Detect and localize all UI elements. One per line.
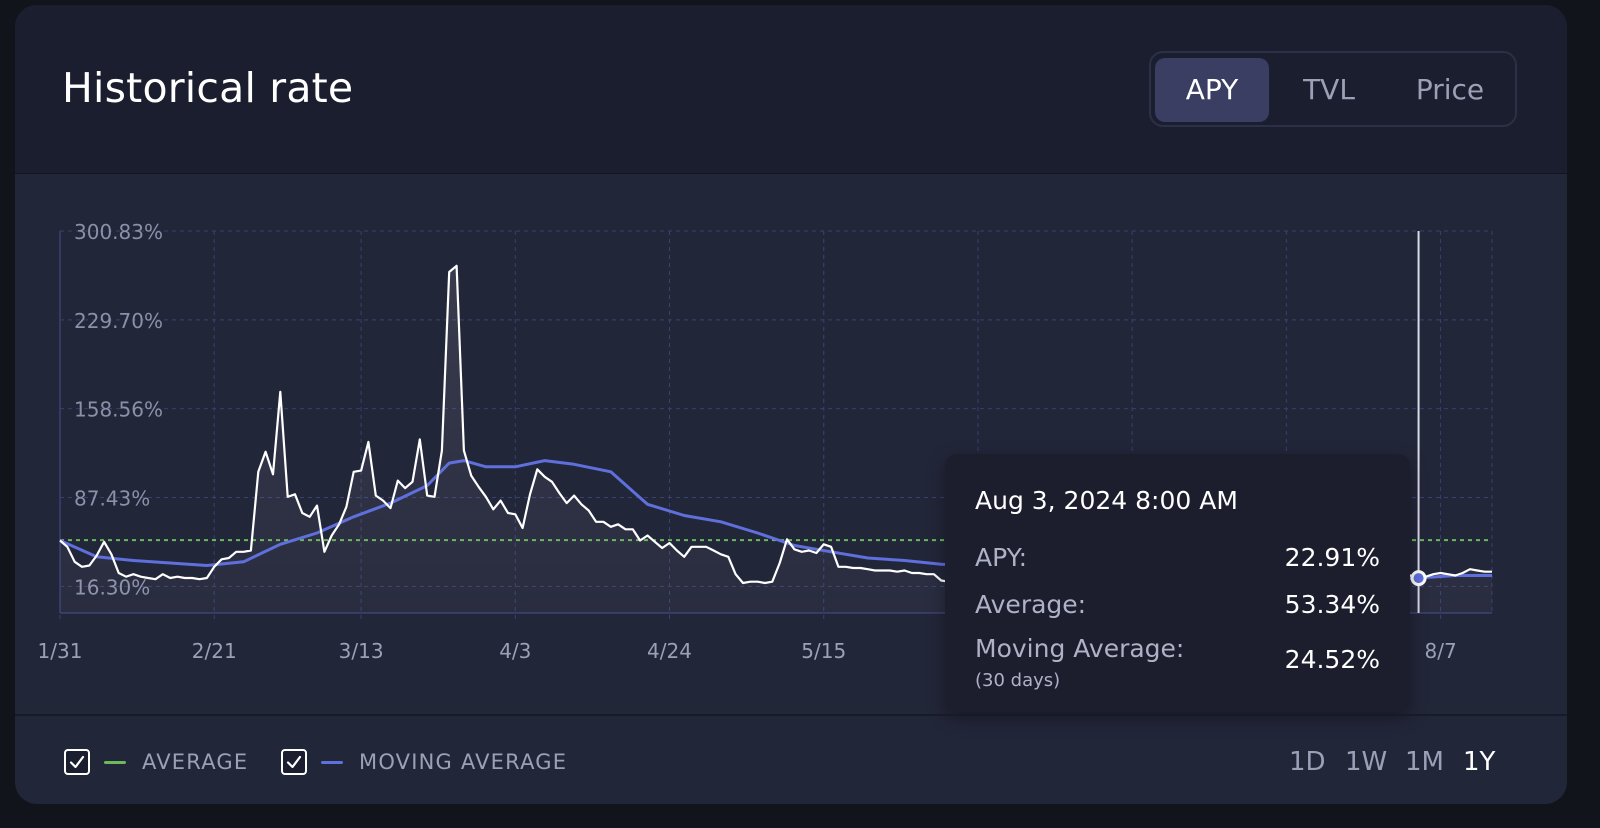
tab-apy[interactable]: APY: [1155, 58, 1269, 122]
footer-divider: [15, 714, 1567, 716]
chart-tooltip: Aug 3, 2024 8:00 AM APY: 22.91% Average:…: [945, 454, 1410, 712]
x-tick-label: 1/31: [38, 639, 83, 663]
average-legend-swatch: [104, 761, 126, 764]
tooltip-apy-value: 22.91%: [1284, 543, 1380, 572]
tooltip-average-value: 53.34%: [1284, 590, 1380, 619]
tooltip-apy-label: APY:: [975, 543, 1028, 572]
moving-average-legend-label: MOVING AVERAGE: [359, 750, 568, 774]
y-tick-label: 158.56%: [74, 398, 163, 422]
average-checkbox[interactable]: [64, 749, 90, 775]
range-1m-button[interactable]: 1M: [1405, 747, 1444, 777]
range-1y-button[interactable]: 1Y: [1463, 747, 1496, 777]
y-tick-label: 87.43%: [74, 487, 150, 511]
average-legend-label: AVERAGE: [142, 750, 249, 774]
card-header: Historical rate APY TVL Price: [15, 5, 1567, 174]
tooltip-average-label: Average:: [975, 590, 1087, 619]
y-tick-label: 229.70%: [74, 309, 163, 333]
tooltip-moving-average-sublabel: (30 days): [975, 670, 1061, 691]
checkmark-icon: [286, 755, 302, 769]
hover-point-inner: [1413, 573, 1424, 584]
x-tick-label: 3/13: [339, 639, 384, 663]
tooltip-moving-average-value: 24.52%: [1284, 645, 1380, 674]
x-tick-label: 4/24: [647, 639, 692, 663]
apy-area-fill: [60, 265, 1492, 613]
chart-footer: AVERAGE MOVING AVERAGE 1D 1W 1M 1Y: [15, 716, 1567, 804]
metric-tabs: APY TVL Price: [1149, 51, 1517, 127]
historical-rate-card: Historical rate APY TVL Price 300.83% 229…: [15, 5, 1567, 804]
hover-marker: [1410, 231, 1427, 613]
y-axis-ticks: 300.83%229.70%158.56%87.43%16.30%: [74, 220, 163, 599]
tooltip-date: Aug 3, 2024 8:00 AM: [975, 486, 1238, 515]
tab-tvl[interactable]: TVL: [1303, 73, 1355, 106]
x-tick-label: 8/7: [1425, 639, 1457, 663]
y-tick-label: 300.83%: [74, 220, 163, 244]
moving-average-legend-swatch: [321, 761, 343, 764]
x-tick-label: 2/21: [192, 639, 237, 663]
moving-average-checkbox[interactable]: [281, 749, 307, 775]
x-tick-label: 5/15: [801, 639, 846, 663]
tab-price[interactable]: Price: [1415, 73, 1485, 106]
chart-area: 300.83%229.70%158.56%87.43%16.30% 1/312/…: [15, 174, 1567, 714]
tooltip-moving-average-label: Moving Average:: [975, 634, 1185, 663]
checkmark-icon: [69, 755, 85, 769]
range-1d-button[interactable]: 1D: [1289, 747, 1326, 777]
x-tick-label: 4/3: [499, 639, 531, 663]
page-title: Historical rate: [62, 64, 354, 112]
range-1w-button[interactable]: 1W: [1345, 747, 1388, 777]
